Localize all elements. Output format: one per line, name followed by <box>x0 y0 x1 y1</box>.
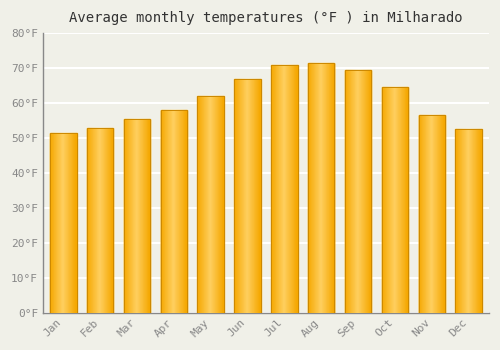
Title: Average monthly temperatures (°F ) in Milharado: Average monthly temperatures (°F ) in Mi… <box>69 11 462 25</box>
Bar <box>50 133 76 313</box>
Bar <box>456 129 482 313</box>
Bar <box>308 63 334 313</box>
Bar <box>124 119 150 313</box>
Bar <box>418 115 445 313</box>
Bar <box>87 127 114 313</box>
Bar <box>382 88 408 313</box>
Bar <box>271 65 297 313</box>
Bar <box>198 96 224 313</box>
Bar <box>160 110 187 313</box>
Bar <box>234 79 261 313</box>
Bar <box>345 70 372 313</box>
